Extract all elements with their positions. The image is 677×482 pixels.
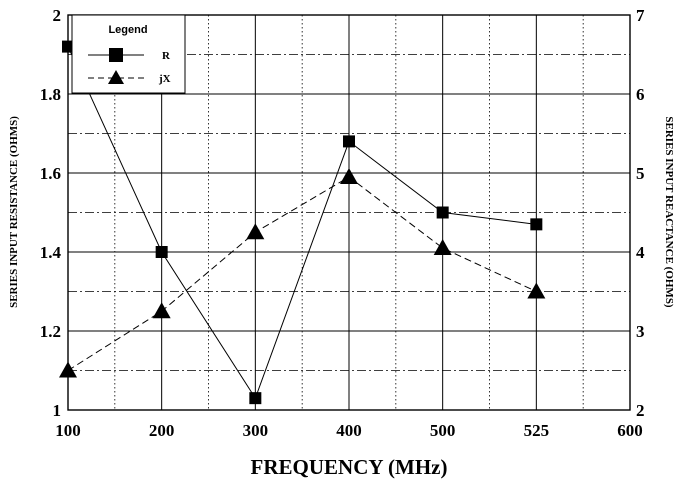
y-right-tick-label: 5 [636,164,645,183]
series-jx-point [340,167,358,184]
y-right-tick-label: 2 [636,401,645,420]
y-left-tick-label: 1.6 [40,164,61,183]
x-axis-title: FREQUENCY (MHz) [251,455,448,479]
y-left-tick-label: 1.4 [40,243,62,262]
series-jx-point [246,223,265,240]
tick-labels: 1 1.2 1.4 1.6 1.8 2 2 3 4 5 6 7 100 200 300 400 500 525 60… [40,6,645,440]
series-r-point [155,246,168,258]
y-right-tick-label: 7 [636,6,645,25]
y-left-tick-label: 1 [53,401,62,420]
x-tick-label: 200 [149,421,175,440]
legend-label-jx: jX [158,73,171,85]
y-axis-right-title: SERIES INPUT REACTANCE (OHMS) [663,116,675,308]
x-tick-label: 100 [55,421,81,440]
x-tick-label: 400 [336,421,362,440]
y-left-tick-label: 2 [53,6,62,25]
legend-label-r: R [162,50,171,62]
y-left-tick-label: 1.8 [40,85,61,104]
x-tick-label: 525 [524,421,550,440]
legend-box [71,14,186,94]
x-tick-label: 300 [243,421,269,440]
series-jx-point [152,302,171,319]
series-r-point [249,392,262,405]
legend-title: Legend [108,24,147,36]
y-right-tick-label: 4 [636,243,645,262]
y-right-tick-label: 6 [636,85,645,104]
series-jx-point [527,282,546,299]
y-left-tick-label: 1.2 [40,322,61,341]
legend-marker-r [109,48,123,62]
series-r-point [530,218,543,231]
x-tick-label: 500 [430,421,456,440]
series-layer [59,40,546,405]
series-jx-point [59,361,77,378]
series-jx-point [433,239,452,256]
series-r-line [67,46,537,400]
series-r-point [62,40,74,53]
series-jx-line [67,176,537,371]
legend-marker-jx [108,70,124,84]
x-tick-label: 600 [617,421,643,440]
series-r-point [436,206,449,219]
y-right-tick-label: 3 [636,322,645,341]
series-r-point [343,135,355,148]
y-axis-left-title: SERIES INPUT RESISTANCE (OHMS) [8,116,20,308]
legend: Legend R jX [71,14,186,94]
plot-frame [67,14,631,411]
